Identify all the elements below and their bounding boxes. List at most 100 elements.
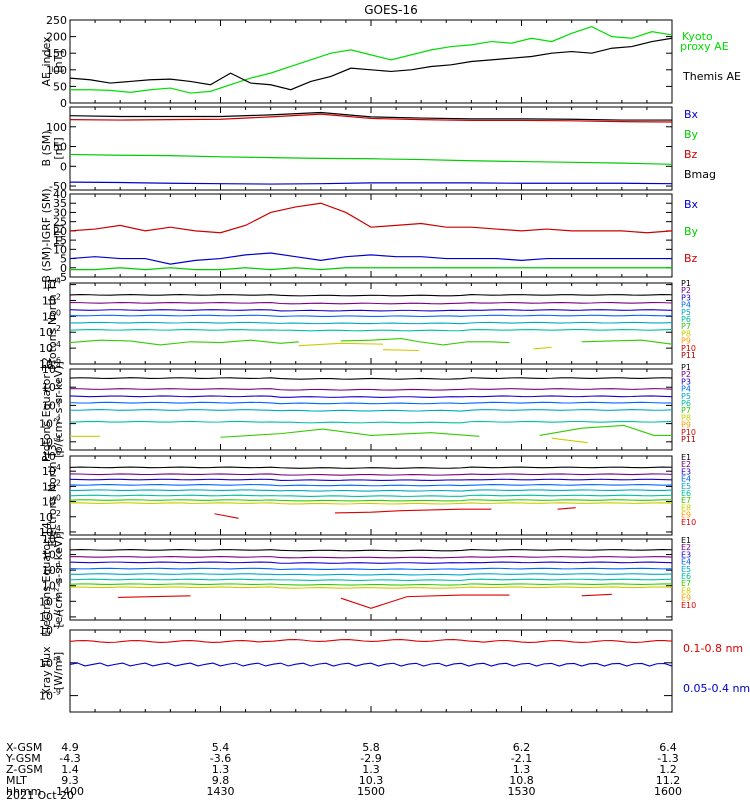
axis-value: 1.2	[659, 763, 677, 776]
panel7-legend-e5: E5	[681, 565, 691, 574]
panel7-ytick-label: 10-2	[39, 593, 61, 608]
panel1-ylabel: AE_index	[40, 36, 53, 87]
panel7-channel-8	[69, 586, 673, 589]
legend-p3-bx: Bx	[684, 198, 699, 211]
panel1-ytick-label: 200	[46, 31, 67, 44]
panel7-segment	[340, 594, 510, 609]
panel7-ytick-label: 106	[42, 531, 61, 546]
panel7-channel-4	[69, 567, 673, 571]
panel4-segment	[581, 339, 673, 345]
panel4-segment	[340, 338, 510, 346]
panel2-ylabel: B (SM)	[40, 130, 53, 166]
axis-value: 1.3	[513, 763, 531, 776]
panel7-channel-3	[69, 561, 673, 564]
panel6-channel-1	[69, 466, 673, 469]
panel6-ytick-label: 100	[42, 494, 61, 509]
panel2-ytick-label: 0	[60, 160, 67, 173]
panel2-series-bmag	[69, 111, 672, 121]
panel1-ytick-label: 150	[46, 47, 67, 60]
panel1-ytick-label: 250	[46, 14, 67, 27]
panel5-ylabel: Protons Equator T2	[40, 357, 53, 462]
panel1-ytick-label: 50	[53, 80, 67, 93]
panel3-series-bz	[69, 202, 673, 234]
panel4-ylabel: Protons North T1	[46, 277, 59, 370]
panel3-ytick-label: -5	[56, 271, 67, 284]
axis-value: 4.9	[61, 741, 79, 754]
legend-kyoto: Kyoto	[682, 30, 713, 43]
panel3-ytick-label: 30	[53, 206, 67, 219]
panel7-legend-e6: E6	[681, 572, 691, 581]
panel5-channel-3	[69, 395, 673, 398]
panel7-ytick-label: 102	[42, 562, 61, 577]
axis-value: 11.2	[656, 774, 681, 787]
panel2-series-bz	[69, 113, 673, 123]
panel6-channel-7	[69, 499, 673, 502]
panel4-legend-p4: P4	[681, 301, 691, 310]
panel6-legend-e7: E7	[681, 496, 691, 505]
panel5-channel-5	[69, 409, 673, 412]
panel5-legend-p7: P7	[681, 406, 691, 415]
panel7-channel-2	[69, 556, 673, 559]
panel6-legend-e4: E4	[681, 475, 691, 484]
panel7-segment	[581, 593, 612, 597]
panel2-ytick-label: 100	[46, 121, 67, 134]
panel5-ylabel-units: [p/(cm²-s-sr-keV)]	[52, 361, 65, 458]
panel6-legend-e10: E10	[681, 518, 696, 527]
panel5-segment	[220, 428, 480, 438]
panel4-ytick-label: 100	[42, 308, 61, 323]
panel5-segment	[539, 424, 672, 436]
panel6-channel-2	[69, 473, 673, 476]
panel8-ytick-label: 10-8	[39, 655, 61, 670]
panel7-channel-6	[69, 578, 673, 581]
panel6-segment	[557, 507, 576, 510]
legend-themis: Themis AE	[682, 70, 741, 83]
panel4-legend-p6: P6	[681, 315, 691, 324]
panel4-legend-p9: P9	[681, 337, 691, 346]
panel4-ytick-label: 102	[42, 292, 61, 307]
panel5-channel-2	[69, 388, 673, 391]
panel8-ytick-label: 10-7	[39, 622, 61, 637]
panel6-ytick-label: 10-2	[39, 509, 61, 524]
panel5-channel-6	[69, 420, 673, 424]
panel4-legend-p7: P7	[681, 322, 691, 331]
row-label-mlt: MLT	[6, 774, 27, 787]
panel1-ytick-label: 0	[60, 97, 67, 110]
panel3-ytick-label: 5	[60, 253, 67, 266]
panel6-segment	[334, 508, 492, 514]
panel4-legend-p1: P1	[681, 279, 691, 288]
axis-value: 6.2	[513, 741, 531, 754]
legend-p2-bx: Bx	[684, 108, 699, 121]
panel7-channel-1	[69, 549, 673, 552]
axis-value: -3.6	[210, 752, 231, 765]
panel8-ylabel-units: [W/m²]	[52, 652, 65, 690]
panel7-legend-e3: E3	[681, 550, 691, 559]
panel4-segment	[298, 342, 384, 347]
axis-columns: 4.9-4.31.49.314005.4-3.61.39.814305.8-2.…	[56, 741, 682, 798]
axis-value: -2.1	[511, 752, 532, 765]
panel4-legend-p8: P8	[681, 329, 691, 338]
panel5-ytick-label: 104	[42, 361, 61, 376]
panel5-channel-1	[69, 377, 673, 380]
panel5-legend-p8: P8	[681, 413, 691, 422]
panel5-legend-p4: P4	[681, 385, 691, 394]
panel3-ytick-label: 15	[53, 234, 67, 247]
panel5-legend-p11: P11	[681, 435, 696, 444]
axis-value: 1.3	[362, 763, 380, 776]
panel1-series-kyoto-proxy-ae	[70, 25, 673, 94]
panel6-channel-6	[69, 494, 673, 497]
panel6-legend-e6: E6	[681, 489, 691, 498]
panel7-segment	[118, 595, 191, 598]
panel4-channel-3	[69, 309, 673, 312]
panel6-channel-3	[69, 478, 673, 482]
panel4-channel-2	[69, 301, 673, 305]
panel5-legend-p5: P5	[681, 392, 691, 401]
axis-value: 10.8	[509, 774, 534, 787]
panel1-frame	[69, 19, 673, 104]
figure-title: GOES-16	[364, 3, 418, 17]
panel2-series-bx	[69, 181, 673, 185]
panel1-ylabel-units: [nT]	[52, 50, 65, 72]
panel6-legend-e1: E1	[681, 453, 691, 462]
axis-value: 1500	[357, 785, 385, 798]
